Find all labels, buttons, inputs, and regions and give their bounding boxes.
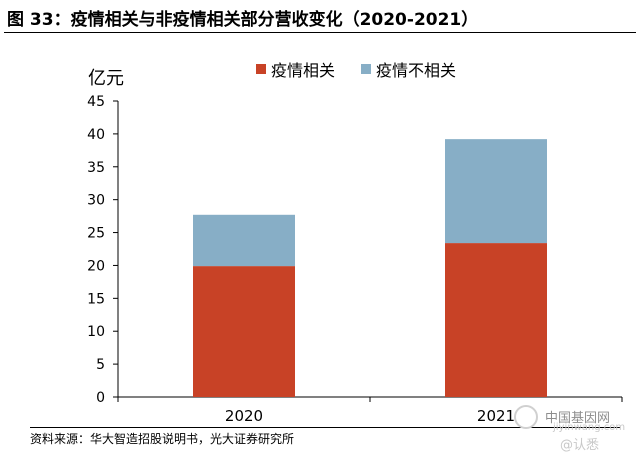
y-tick-label-10: 10: [87, 324, 105, 340]
legend-swatch-related: [256, 64, 266, 74]
bar-2021-series-0: [445, 243, 547, 397]
chart-legend: 疫情相关 疫情不相关: [256, 57, 456, 81]
watermark-site-name: 中国基因网: [545, 411, 611, 426]
footer-divider: [30, 427, 620, 428]
title-divider: [4, 32, 636, 33]
legend-item-related: 疫情相关: [256, 57, 335, 81]
y-tick-label-35: 35: [87, 160, 105, 176]
watermark-logo-icon: [514, 405, 538, 429]
legend-label-related: 疫情相关: [271, 61, 336, 80]
y-axis-unit-label: 亿元: [88, 68, 124, 89]
bar-2020-series-0: [193, 266, 295, 397]
y-tick-label-25: 25: [87, 226, 105, 242]
x-tick-label-2021: 2021: [477, 407, 515, 425]
y-tick-label-45: 45: [87, 94, 105, 110]
legend-label-unrelated: 疫情不相关: [376, 61, 457, 80]
x-tick-label-2020: 2020: [225, 407, 263, 425]
watermark-url: jiyinwang.com: [553, 422, 626, 433]
chart-title: 图 33：疫情相关与非疫情相关部分营收变化（2020-2021）: [7, 10, 479, 30]
y-tick-label-30: 30: [87, 193, 105, 209]
bar-2021-series-1: [445, 139, 547, 244]
y-tick-label-5: 5: [96, 357, 105, 373]
y-tick-label-20: 20: [87, 258, 105, 274]
source-note: 资料来源：华大智造招股说明书，光大证券研究所: [30, 432, 295, 446]
y-tick-label-0: 0: [96, 390, 105, 406]
legend-item-unrelated: 疫情不相关: [361, 57, 456, 81]
y-tick-label-15: 15: [87, 291, 105, 307]
bar-2020-series-1: [193, 214, 295, 267]
watermark-tag: @认悉: [560, 438, 600, 453]
legend-swatch-unrelated: [361, 64, 372, 74]
y-tick-label-40: 40: [87, 127, 105, 143]
